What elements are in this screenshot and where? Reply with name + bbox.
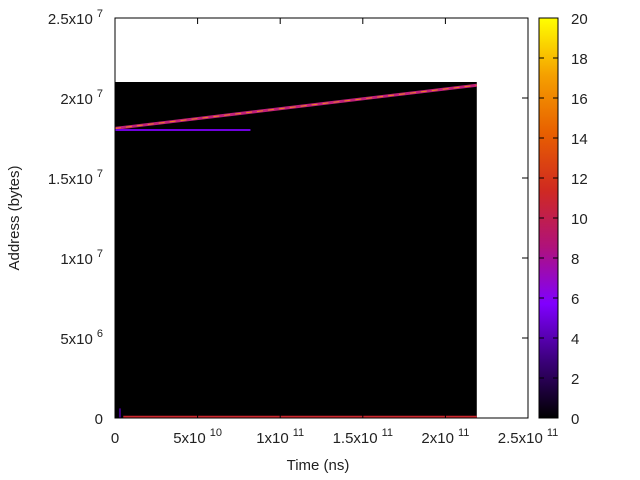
colorbar-tick-label: 12 <box>571 171 588 188</box>
colorbar-tick-label: 0 <box>571 411 579 428</box>
colorbar-tick-label: 6 <box>571 291 579 308</box>
plot-border <box>114 17 529 419</box>
y-tick-label: 5x10 6 <box>60 328 103 348</box>
y-tick-label: 2.5x10 7 <box>48 8 103 28</box>
colorbar-tick-label: 4 <box>571 331 579 348</box>
axes: 0 5x10 10 1x10 11 1.5x10 11 2x10 11 2.5x10 11 0 5x10… <box>48 8 558 447</box>
x-tick-label: 1x10 11 <box>256 427 304 447</box>
colorbar-tick-label: 16 <box>571 91 588 108</box>
colorbar-tick-label: 18 <box>571 51 588 68</box>
x-tick-label: 1.5x10 11 <box>333 427 393 447</box>
colorbar-tick-label: 20 <box>571 11 588 28</box>
colorbar-tick-label: 8 <box>571 251 579 268</box>
diagonal-access-band-highlight <box>114 84 477 129</box>
colorbar-tick-label: 14 <box>571 131 588 148</box>
x-axis-label: Time (ns) <box>287 457 350 474</box>
y-tick-label: 0 <box>95 411 103 428</box>
x-tick-label: 2.5x10 11 <box>498 427 558 447</box>
y-axis-label: Address (bytes) <box>6 165 23 270</box>
heatmap-cells <box>115 82 477 418</box>
colorbar: 0 2 4 6 8 10 12 14 16 18 20 <box>538 11 588 428</box>
x-tick-label: 5x10 10 <box>173 427 222 447</box>
x-tick-label: 2x10 11 <box>421 427 469 447</box>
colorbar-tick-label: 10 <box>571 211 588 228</box>
colorbar-tick-label: 2 <box>571 371 579 388</box>
y-tick-label: 2x10 7 <box>60 88 103 108</box>
y-tick-label: 1x10 7 <box>60 248 103 268</box>
plot-area <box>114 82 477 418</box>
y-tick-label: 1.5x10 7 <box>48 168 103 188</box>
x-tick-label: 0 <box>111 430 119 447</box>
